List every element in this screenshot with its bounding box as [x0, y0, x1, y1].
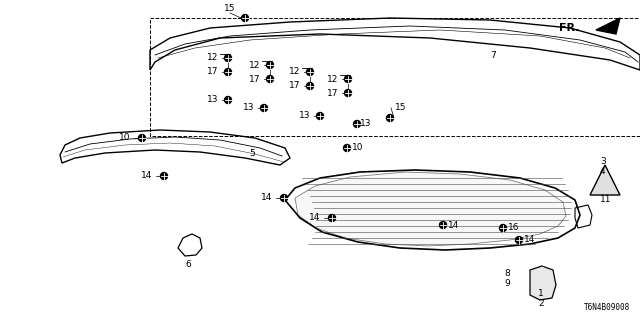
Polygon shape	[530, 266, 556, 300]
Text: 13: 13	[207, 95, 218, 105]
Circle shape	[307, 83, 314, 90]
Circle shape	[344, 145, 351, 151]
Text: 12: 12	[326, 75, 338, 84]
Circle shape	[161, 172, 168, 180]
Text: T6N4B09008: T6N4B09008	[584, 303, 630, 312]
Text: FR.: FR.	[559, 23, 580, 33]
Text: 14: 14	[524, 236, 536, 244]
Text: 17: 17	[289, 82, 300, 91]
Text: 12: 12	[248, 60, 260, 69]
Circle shape	[266, 76, 273, 83]
Text: 3: 3	[600, 157, 605, 166]
Circle shape	[260, 105, 268, 111]
Text: 13: 13	[360, 119, 371, 129]
Circle shape	[138, 134, 145, 141]
Polygon shape	[295, 172, 566, 246]
Text: 17: 17	[207, 68, 218, 76]
Text: 1: 1	[538, 290, 544, 299]
Text: 13: 13	[298, 111, 310, 121]
Circle shape	[387, 115, 394, 122]
Circle shape	[440, 221, 447, 228]
Text: 15: 15	[395, 103, 406, 113]
Text: 14: 14	[260, 194, 272, 203]
Circle shape	[515, 236, 522, 244]
Circle shape	[266, 61, 273, 68]
Circle shape	[280, 195, 287, 202]
Text: 4: 4	[600, 167, 605, 177]
Text: 15: 15	[224, 4, 236, 13]
Text: 6: 6	[185, 260, 191, 269]
Circle shape	[225, 54, 232, 61]
Text: 10: 10	[352, 143, 364, 153]
Bar	[150, 18, 640, 136]
Text: 17: 17	[248, 75, 260, 84]
Text: 17: 17	[326, 89, 338, 98]
Circle shape	[353, 121, 360, 127]
Circle shape	[344, 90, 351, 97]
Text: 11: 11	[600, 196, 611, 204]
Circle shape	[225, 68, 232, 76]
Text: 14: 14	[308, 213, 320, 222]
Circle shape	[225, 97, 232, 103]
Text: 2: 2	[538, 300, 543, 308]
Circle shape	[344, 76, 351, 83]
Circle shape	[241, 14, 248, 21]
Text: 16: 16	[508, 223, 520, 233]
Circle shape	[307, 68, 314, 76]
Text: 14: 14	[448, 220, 460, 229]
Polygon shape	[596, 18, 620, 34]
Text: 12: 12	[207, 53, 218, 62]
Circle shape	[499, 225, 506, 231]
Text: 12: 12	[289, 68, 300, 76]
Text: 7: 7	[490, 51, 496, 60]
Polygon shape	[590, 165, 620, 195]
Text: 5: 5	[249, 149, 255, 158]
Text: 9: 9	[504, 278, 509, 287]
Text: 8: 8	[504, 268, 509, 277]
Text: 13: 13	[243, 103, 254, 113]
Text: 10: 10	[118, 133, 130, 142]
Circle shape	[328, 214, 335, 221]
Circle shape	[317, 113, 323, 119]
Text: 14: 14	[141, 172, 152, 180]
